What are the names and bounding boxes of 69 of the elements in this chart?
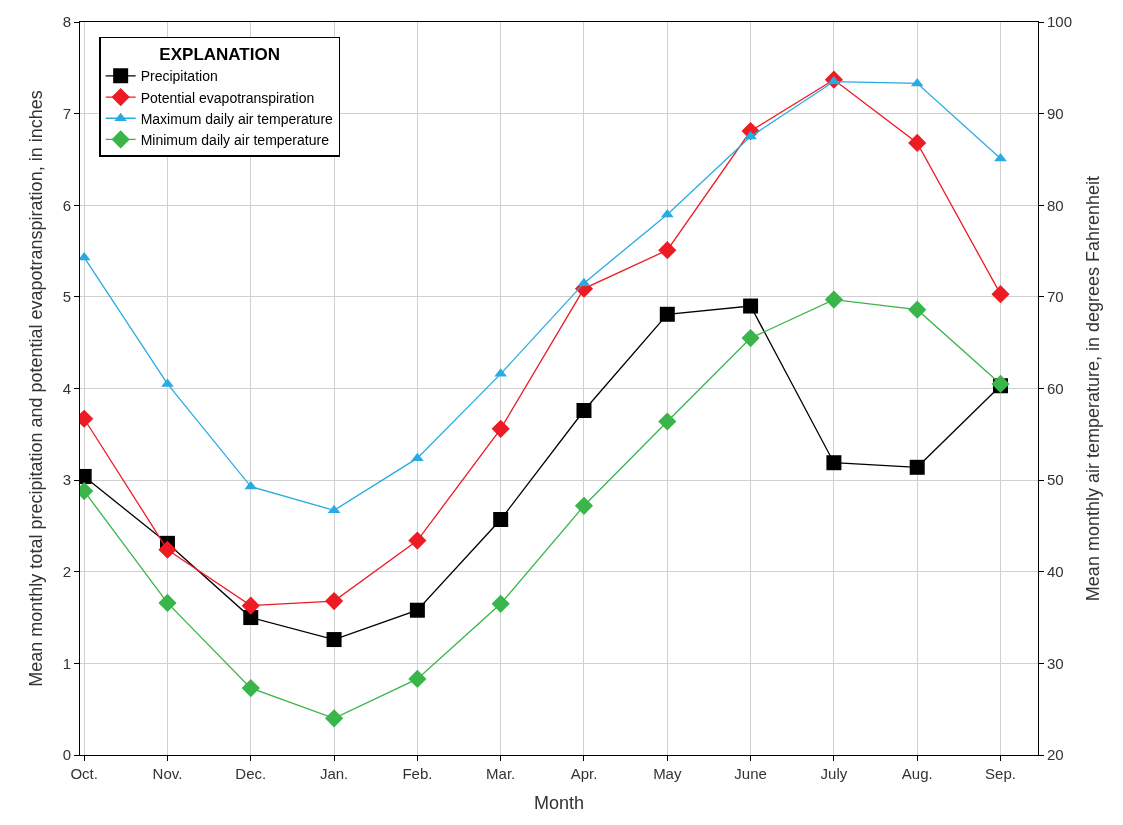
point <box>158 540 177 559</box>
y2-tick-label: 90 <box>1047 104 1064 122</box>
point <box>408 669 427 689</box>
y2-tick-label: 100 <box>1047 13 1073 31</box>
point <box>409 602 425 618</box>
y-tick-label: 3 <box>62 471 71 489</box>
point <box>408 531 427 550</box>
point <box>574 496 594 515</box>
y-tick-label: 5 <box>62 288 71 306</box>
legend-title: EXPLANATION <box>159 45 280 65</box>
x-tick-label: Sep. <box>985 765 1016 782</box>
point <box>826 455 842 471</box>
x-tick-label: Dec. <box>235 765 267 782</box>
y2-tick-label: 80 <box>1047 196 1064 214</box>
x-tick-label: Feb. <box>402 765 433 782</box>
point <box>658 412 677 431</box>
legend-label: Precipitation <box>140 68 218 85</box>
y2-tick-label: 40 <box>1047 563 1064 580</box>
y2-tick-label: 70 <box>1047 288 1064 306</box>
legend-label: Potential evapotranspiration <box>140 89 315 106</box>
x-tick-label: Apr. <box>570 765 598 782</box>
x-tick-label: Nov. <box>152 765 183 782</box>
point <box>908 133 927 153</box>
x-axis-title: Month <box>533 793 585 814</box>
point <box>743 298 759 314</box>
y-axis-title: Mean monthly total precipitation and potential evapotranspiration, in inches <box>25 90 46 687</box>
x-tick-label: June <box>734 765 767 782</box>
y2-tick-label: 50 <box>1047 471 1064 489</box>
point <box>327 504 341 514</box>
point <box>324 709 344 728</box>
y2-tick-label: 30 <box>1047 654 1064 672</box>
x-tick-label: Oct. <box>70 765 98 782</box>
point <box>326 632 342 648</box>
x-tick-label: Mar. <box>486 765 516 782</box>
point <box>824 290 843 309</box>
point <box>158 593 177 612</box>
legend-label: Minimum daily air temperature <box>140 131 330 148</box>
y-tick-label: 4 <box>62 379 71 397</box>
point <box>991 374 1010 394</box>
x-tick-label: May <box>653 765 682 782</box>
x-tick-label: Aug. <box>901 765 933 782</box>
legend-label: Maximum daily air temperature <box>140 110 334 127</box>
point <box>493 512 509 528</box>
y-tick-label: 6 <box>62 196 71 214</box>
point <box>241 596 260 615</box>
point <box>991 285 1010 304</box>
y-tick-label: 1 <box>62 654 71 672</box>
point <box>910 77 924 87</box>
point <box>241 679 260 698</box>
y-tick-label: 7 <box>62 104 71 122</box>
y-tick-label: 8 <box>62 13 71 31</box>
point <box>909 459 925 475</box>
point <box>660 208 674 218</box>
point <box>658 241 677 260</box>
point <box>324 591 344 611</box>
point <box>908 300 927 319</box>
y2-tick-label: 60 <box>1047 379 1064 397</box>
point <box>491 419 510 438</box>
point <box>491 594 510 613</box>
point <box>576 402 592 418</box>
y-tick-label: 2 <box>62 563 71 580</box>
x-tick-label: Jan. <box>319 765 349 782</box>
x-tick-label: July <box>820 765 848 782</box>
point <box>243 610 259 626</box>
y2-tick-label: 20 <box>1047 746 1064 764</box>
point <box>659 306 675 322</box>
y2-axis-title: Mean monthly air temperature, in degrees Fahrenheit <box>1083 175 1104 602</box>
y-tick-label: 0 <box>62 746 71 764</box>
point <box>741 329 760 348</box>
